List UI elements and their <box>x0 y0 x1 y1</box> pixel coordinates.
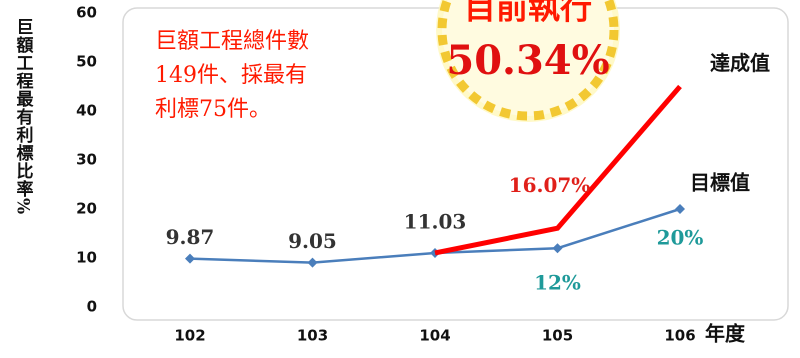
marker <box>307 257 318 268</box>
badge-value: 50.34% <box>446 37 609 84</box>
value-label: 9.87 <box>166 225 215 249</box>
annotation: 利標75件。 <box>155 97 271 122</box>
value-label: 11.03 <box>404 209 467 233</box>
value-label: 12% <box>534 271 581 295</box>
marker <box>552 243 563 254</box>
legend-label: 目標值 <box>690 171 750 195</box>
y-tick-label: 60 <box>76 4 97 22</box>
y-tick-label: 0 <box>87 298 97 316</box>
x-tick-label: 105 <box>542 327 573 345</box>
y-tick-label: 50 <box>76 53 97 71</box>
x-tick-label: 104 <box>419 327 450 345</box>
value-label: 9.05 <box>288 229 337 253</box>
x-axis-title: 年度 <box>705 322 746 346</box>
x-tick-label: 103 <box>297 327 328 345</box>
series-line <box>434 84 682 256</box>
marker <box>675 204 685 214</box>
value-label: 20% <box>657 226 704 250</box>
legend-label: 達成值 <box>710 51 770 75</box>
y-tick-label: 10 <box>76 249 97 267</box>
y-axis-title: 巨額工程最有利標比率% <box>13 18 35 215</box>
y-tick-label: 30 <box>76 151 97 169</box>
badge-circle <box>437 0 619 121</box>
badge: 目前執行 50.34% <box>436 0 620 122</box>
annotation: 149件、採最有 <box>155 63 307 88</box>
annotation: 巨額工程總件數 <box>155 29 309 54</box>
marker <box>185 253 195 264</box>
x-tick-label: 102 <box>174 327 205 345</box>
badge-text: 目前執行 <box>464 0 592 27</box>
value-label: 16.07% <box>509 173 591 197</box>
x-tick-label: 106 <box>664 327 695 345</box>
y-tick-label: 20 <box>76 200 97 218</box>
y-tick-label: 40 <box>76 102 97 120</box>
